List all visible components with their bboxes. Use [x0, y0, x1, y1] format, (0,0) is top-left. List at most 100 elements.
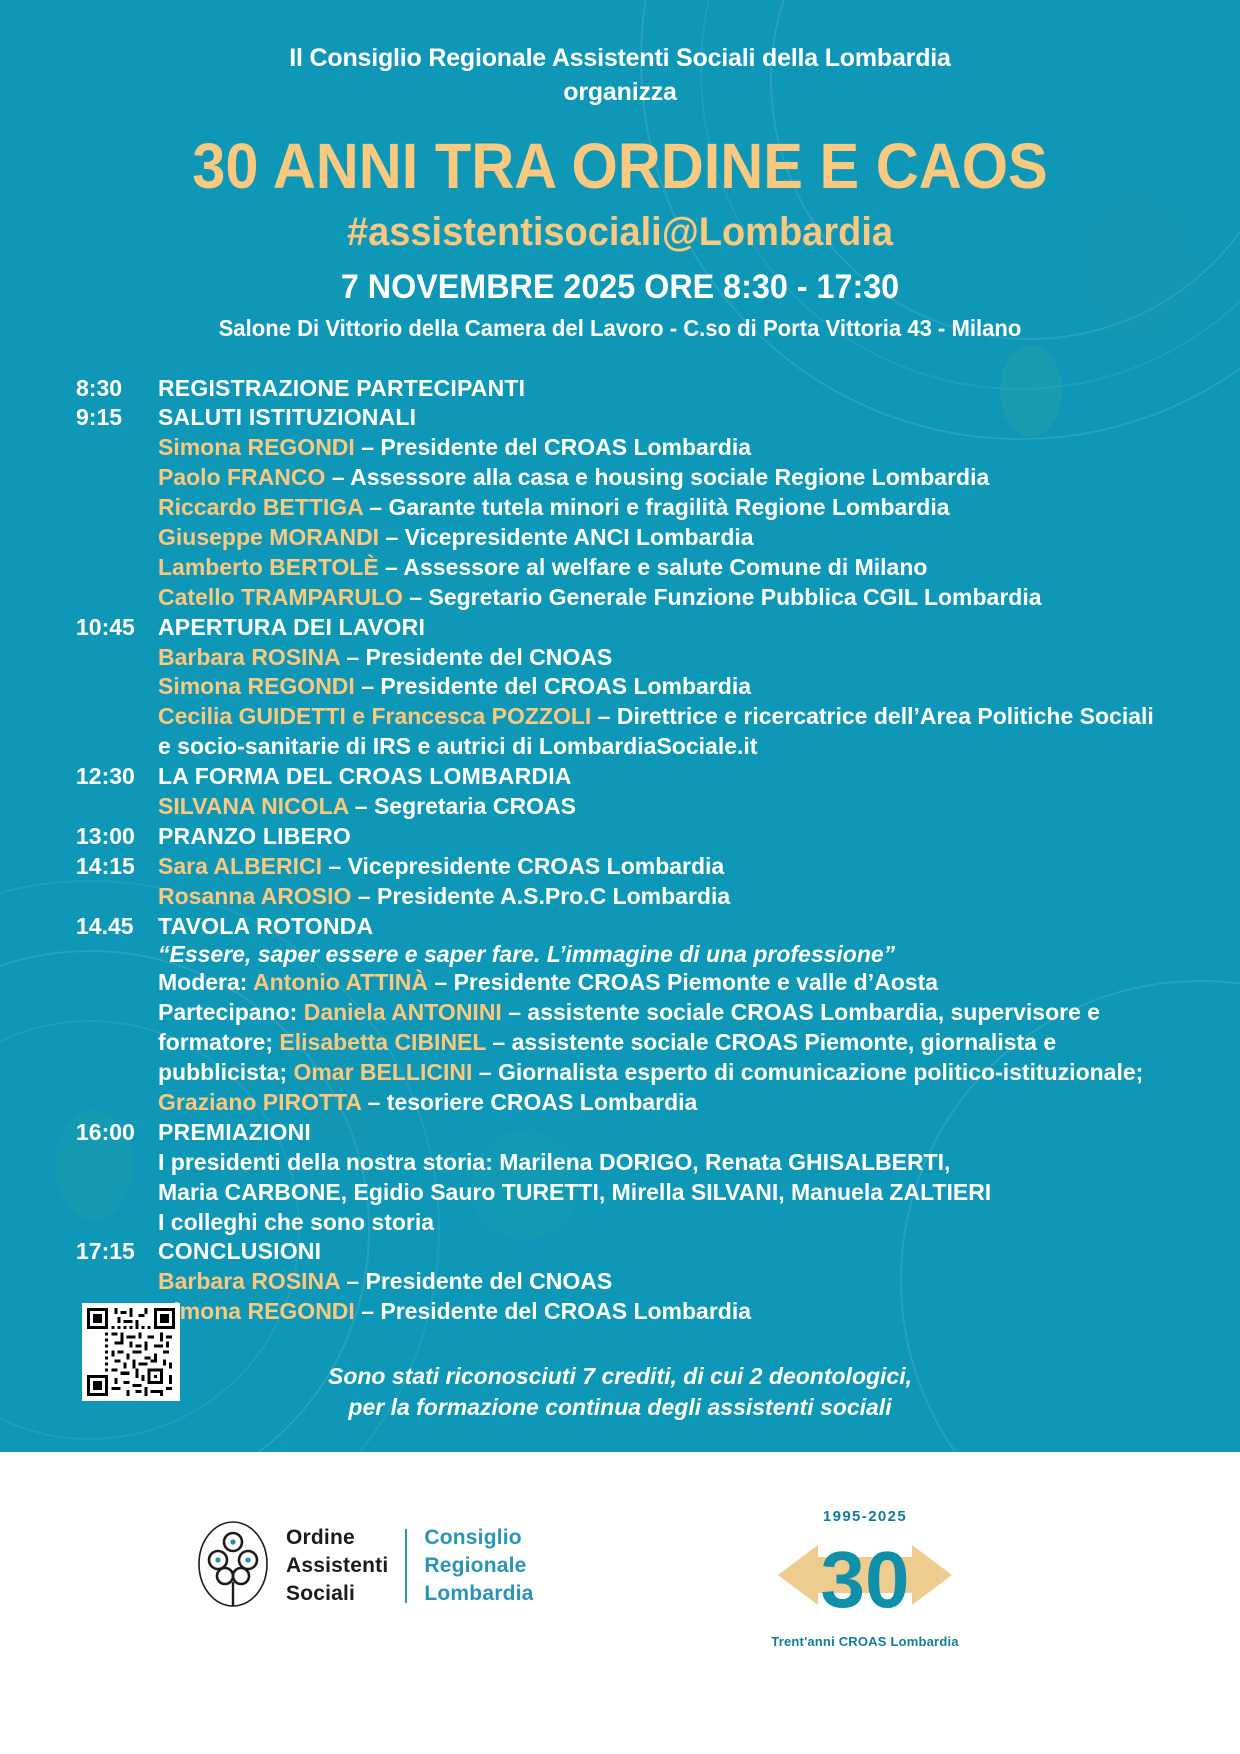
- panelist-role: – assistente sociale CROAS Piemonte, gio…: [158, 1029, 1057, 1086]
- schedule-label: REGISTRAZIONE PARTECIPANTI: [158, 374, 526, 401]
- schedule-time: 13:00: [76, 822, 135, 849]
- schedule-time: 10:45: [76, 613, 135, 640]
- moderator-line: Modera: Antonio ATTINÀ – Presidente CROA…: [158, 968, 1162, 998]
- event-venue: Salone Di Vittorio della Camera del Lavo…: [218, 314, 1022, 341]
- credits-line-2: per la formazione continua degli assiste…: [348, 1394, 892, 1421]
- qr-code[interactable]: [82, 1303, 180, 1401]
- panelist-name: Graziano PIROTTA: [158, 1088, 362, 1115]
- speaker-role: – Vicepresidente ANCI Lombardia: [379, 523, 754, 550]
- speaker-role: – Presidente A.S.Pro.C Lombardia: [351, 882, 731, 909]
- schedule-row: 13:00 PRANZO LIBERO: [76, 822, 1162, 852]
- speaker-role: – Presidente del CROAS Lombardia: [354, 434, 752, 461]
- speaker-line: Riccardo BETTIGA – Garante tutela minori…: [158, 493, 1162, 523]
- speaker-line: Catello TRAMPARULO – Segretario Generale…: [158, 583, 1162, 613]
- panelist-role: – tesoriere CROAS Lombardia: [361, 1088, 698, 1115]
- speaker-name: Simona REGONDI: [158, 1298, 355, 1325]
- consiglio-line-3: Lombardia: [424, 1581, 534, 1605]
- poster-body: Il Consiglio Regionale Assistenti Social…: [0, 0, 1240, 1452]
- consiglio-regionale-text: Consiglio Regionale Lombardia: [424, 1524, 533, 1607]
- speaker-role: – Assessore al welfare e salute Comune d…: [378, 553, 928, 580]
- speaker-name: Sara ALBERICI: [158, 852, 323, 879]
- speaker-group-forma: SILVANA NICOLA – Segretaria CROAS: [76, 792, 1162, 822]
- thirty-number: 30: [821, 1535, 910, 1623]
- panelists-label: Partecipano:: [158, 999, 304, 1026]
- moderator-role: – Presidente CROAS Piemonte e valle d’Ao…: [428, 969, 939, 996]
- thirty-years-logo: 1995-2025 30 Trent'anni CROAS Lombardia: [760, 1508, 970, 1649]
- speaker-line: Simona REGONDI – Presidente del CROAS Lo…: [158, 433, 1162, 463]
- schedule-time: 17:15: [76, 1238, 135, 1265]
- schedule-time: 12:30: [76, 763, 135, 790]
- speaker-name: Barbara ROSINA: [158, 643, 340, 670]
- schedule-row: 16:00 PREMIAZIONI: [76, 1118, 1162, 1148]
- speaker-group-pomeriggio: Rosanna AROSIO – Presidente A.S.Pro.C Lo…: [76, 882, 1162, 912]
- schedule-row: 12:30 LA FORMA DEL CROAS LOMBARDIA: [76, 762, 1162, 792]
- logo-divider: [405, 1529, 408, 1603]
- schedule-label: PRANZO LIBERO: [158, 822, 351, 849]
- speaker-name: Paolo FRANCO: [158, 464, 326, 491]
- schedule-time: 14:15: [76, 852, 135, 879]
- speaker-line: Simona REGONDI – Presidente del CROAS Lo…: [158, 672, 1162, 702]
- schedule-row: 14:15 Sara ALBERICI – Vicepresidente CRO…: [76, 852, 1162, 882]
- page-title: 30 ANNI TRA ORDINE E CAOS: [192, 129, 1048, 202]
- panelist-name: Omar BELLICINI: [293, 1059, 473, 1086]
- premiazioni-line: I presidenti della nostra storia: Marile…: [158, 1148, 951, 1175]
- premiazioni-line: Maria CARBONE, Egidio Sauro TURETTI, Mir…: [158, 1178, 992, 1205]
- schedule-label: LA FORMA DEL CROAS LOMBARDIA: [158, 763, 572, 790]
- speaker-name: Giuseppe MORANDI: [158, 523, 380, 550]
- speaker-role: – Assessore alla casa e housing sociale …: [325, 464, 990, 491]
- speaker-role: – Presidente del CROAS Lombardia: [354, 1298, 752, 1325]
- speaker-name: Lamberto BERTOLÈ: [158, 553, 379, 580]
- panelist-role: – assistente sociale CROAS Lombardia, su…: [158, 999, 1101, 1056]
- consiglio-line-2: Regionale: [424, 1554, 527, 1578]
- thirty-tagline: Trent'anni CROAS Lombardia: [771, 1634, 959, 1649]
- tavola-quote: “Essere, saper essere e saper fare. L’im…: [158, 941, 896, 968]
- schedule-time: 16:00: [76, 1118, 135, 1145]
- speaker-line: Simona REGONDI – Presidente del CROAS Lo…: [158, 1297, 1162, 1327]
- speaker-role: – Direttrice e ricercatrice dell’Area Po…: [158, 703, 1154, 760]
- speaker-role: – Presidente del CNOAS: [339, 1268, 613, 1295]
- speaker-role: – Presidente del CROAS Lombardia: [354, 673, 752, 700]
- speaker-name: Cecilia GUIDETTI e Francesca POZZOLI: [158, 703, 592, 730]
- schedule-label: SALUTI ISTITUZIONALI: [158, 404, 417, 431]
- premiazioni-block: I presidenti della nostra storia: Marile…: [76, 1148, 1162, 1238]
- ordine-text: Ordine Assistenti Sociali: [286, 1524, 388, 1607]
- ordine-line-3: Sociali: [286, 1581, 356, 1605]
- moderator-name: Antonio ATTINÀ: [253, 969, 429, 996]
- credits-note: Sono stati riconosciuti 7 crediti, di cu…: [0, 1361, 1240, 1423]
- speaker-name: Barbara ROSINA: [158, 1268, 340, 1295]
- years-range: 1995-2025: [822, 1508, 908, 1525]
- credits-line-1: Sono stati riconosciuti 7 crediti, di cu…: [327, 1363, 913, 1390]
- event-date: 7 NOVEMBRE 2025 ORE 8:30 - 17:30: [340, 267, 900, 306]
- ordine-line-2: Assistenti: [286, 1554, 389, 1578]
- premiazioni-line: I colleghi che sono storia: [158, 1208, 435, 1235]
- consiglio-line-1: Consiglio: [424, 1526, 522, 1550]
- panelist-role: – Giornalista esperto di comunicazione p…: [472, 1059, 1144, 1086]
- schedule-label: CONCLUSIONI: [158, 1238, 322, 1265]
- ordine-line-1: Ordine: [286, 1526, 355, 1550]
- schedule-time: 14.45: [76, 912, 134, 939]
- tavola-rotonda-block: “Essere, saper essere e saper fare. L’im…: [76, 941, 1162, 1117]
- schedule-time: 9:15: [76, 404, 123, 431]
- speaker-name: Catello TRAMPARULO: [158, 583, 403, 610]
- schedule-row: 10:45 APERTURA DEI LAVORI: [76, 613, 1162, 643]
- schedule-row: 9:15 SALUTI ISTITUZIONALI: [76, 403, 1162, 433]
- organizer-line-1: Il Consiglio Regionale Assistenti Social…: [289, 44, 951, 72]
- schedule-label: APERTURA DEI LAVORI: [158, 613, 426, 640]
- speaker-name: Simona REGONDI: [158, 673, 355, 700]
- speaker-line: Barbara ROSINA – Presidente del CNOAS: [158, 643, 1162, 673]
- ordine-assistenti-sociali-logo: Ordine Assistenti Sociali Consiglio Regi…: [196, 1520, 534, 1612]
- schedule-row: 8:30 REGISTRAZIONE PARTECIPANTI: [76, 374, 1162, 404]
- speaker-line: Rosanna AROSIO – Presidente A.S.Pro.C Lo…: [158, 882, 1162, 912]
- speaker-name: Simona REGONDI: [158, 434, 355, 461]
- panelists-paragraph: Partecipano: Daniela ANTONINI – assisten…: [158, 998, 1162, 1118]
- schedule-label: PREMIAZIONI: [158, 1118, 311, 1145]
- footer-logos: Ordine Assistenti Sociali Consiglio Regi…: [0, 1452, 1240, 1754]
- speaker-name: Riccardo BETTIGA: [158, 494, 363, 521]
- program-schedule: 8:30 REGISTRAZIONE PARTECIPANTI 9:15 SAL…: [0, 374, 1240, 1328]
- speaker-line: Barbara ROSINA – Presidente del CNOAS: [158, 1267, 1162, 1297]
- schedule-label: TAVOLA ROTONDA: [158, 912, 374, 939]
- speaker-name: SILVANA NICOLA: [158, 792, 349, 819]
- schedule-row: 17:15 CONCLUSIONI: [76, 1237, 1162, 1267]
- panelist-name: Elisabetta CIBINEL: [279, 1029, 487, 1056]
- speaker-role: – Segretario Generale Funzione Pubblica …: [402, 583, 1042, 610]
